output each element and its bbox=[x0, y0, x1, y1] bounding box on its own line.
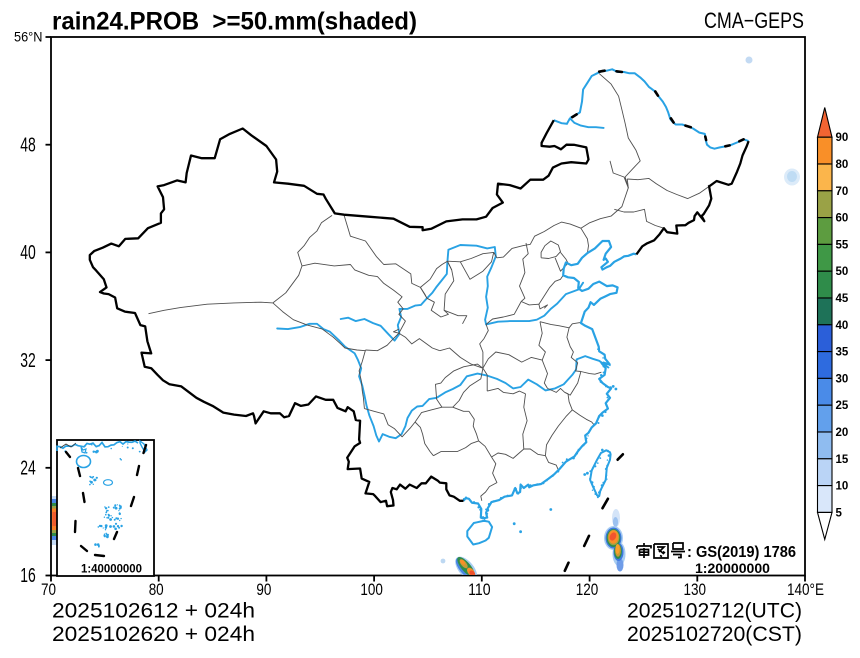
svg-text:32: 32 bbox=[20, 350, 36, 372]
svg-text:140°E: 140°E bbox=[787, 580, 824, 599]
svg-text:60: 60 bbox=[836, 213, 849, 225]
svg-text:2025102620 + 024h: 2025102620 + 024h bbox=[52, 623, 255, 646]
svg-text:CMA−GEPS: CMA−GEPS bbox=[704, 8, 804, 33]
svg-text:10: 10 bbox=[836, 481, 849, 493]
svg-text:20: 20 bbox=[836, 427, 849, 439]
svg-text:24: 24 bbox=[20, 458, 36, 480]
svg-text:rain24.PROB >=50.mm(shaded): rain24.PROB >=50.mm(shaded) bbox=[52, 8, 417, 36]
svg-text:80: 80 bbox=[149, 580, 164, 599]
svg-text:120: 120 bbox=[576, 580, 599, 599]
svg-text:70: 70 bbox=[836, 186, 849, 198]
svg-text:5: 5 bbox=[836, 507, 843, 519]
svg-text:35: 35 bbox=[836, 347, 849, 359]
svg-text:70: 70 bbox=[41, 580, 56, 599]
svg-text:15: 15 bbox=[836, 454, 849, 466]
svg-text:90: 90 bbox=[836, 132, 849, 144]
svg-text:: GS(2019) 1786: : GS(2019) 1786 bbox=[687, 544, 796, 561]
svg-text:16: 16 bbox=[20, 565, 36, 587]
svg-text:40: 40 bbox=[20, 242, 36, 264]
svg-text:90: 90 bbox=[256, 580, 271, 599]
svg-text:40: 40 bbox=[836, 320, 849, 332]
svg-text:1:40000000: 1:40000000 bbox=[81, 562, 142, 576]
svg-text:45: 45 bbox=[836, 293, 849, 305]
svg-text:100: 100 bbox=[360, 580, 383, 599]
svg-text:55: 55 bbox=[836, 239, 849, 251]
svg-text:1:20000000: 1:20000000 bbox=[695, 560, 770, 576]
svg-text:56°N: 56°N bbox=[14, 30, 43, 45]
svg-text:25: 25 bbox=[836, 400, 849, 412]
svg-text:2025102720(CST): 2025102720(CST) bbox=[627, 623, 802, 646]
svg-text:110: 110 bbox=[468, 580, 491, 599]
svg-text:50: 50 bbox=[836, 266, 849, 278]
svg-text:30: 30 bbox=[836, 373, 849, 385]
svg-text:2025102712(UTC): 2025102712(UTC) bbox=[627, 600, 802, 623]
svg-text:48: 48 bbox=[20, 134, 36, 156]
svg-text:130: 130 bbox=[684, 580, 707, 599]
svg-text:2025102612 + 024h: 2025102612 + 024h bbox=[52, 600, 255, 623]
svg-text:80: 80 bbox=[836, 159, 849, 171]
